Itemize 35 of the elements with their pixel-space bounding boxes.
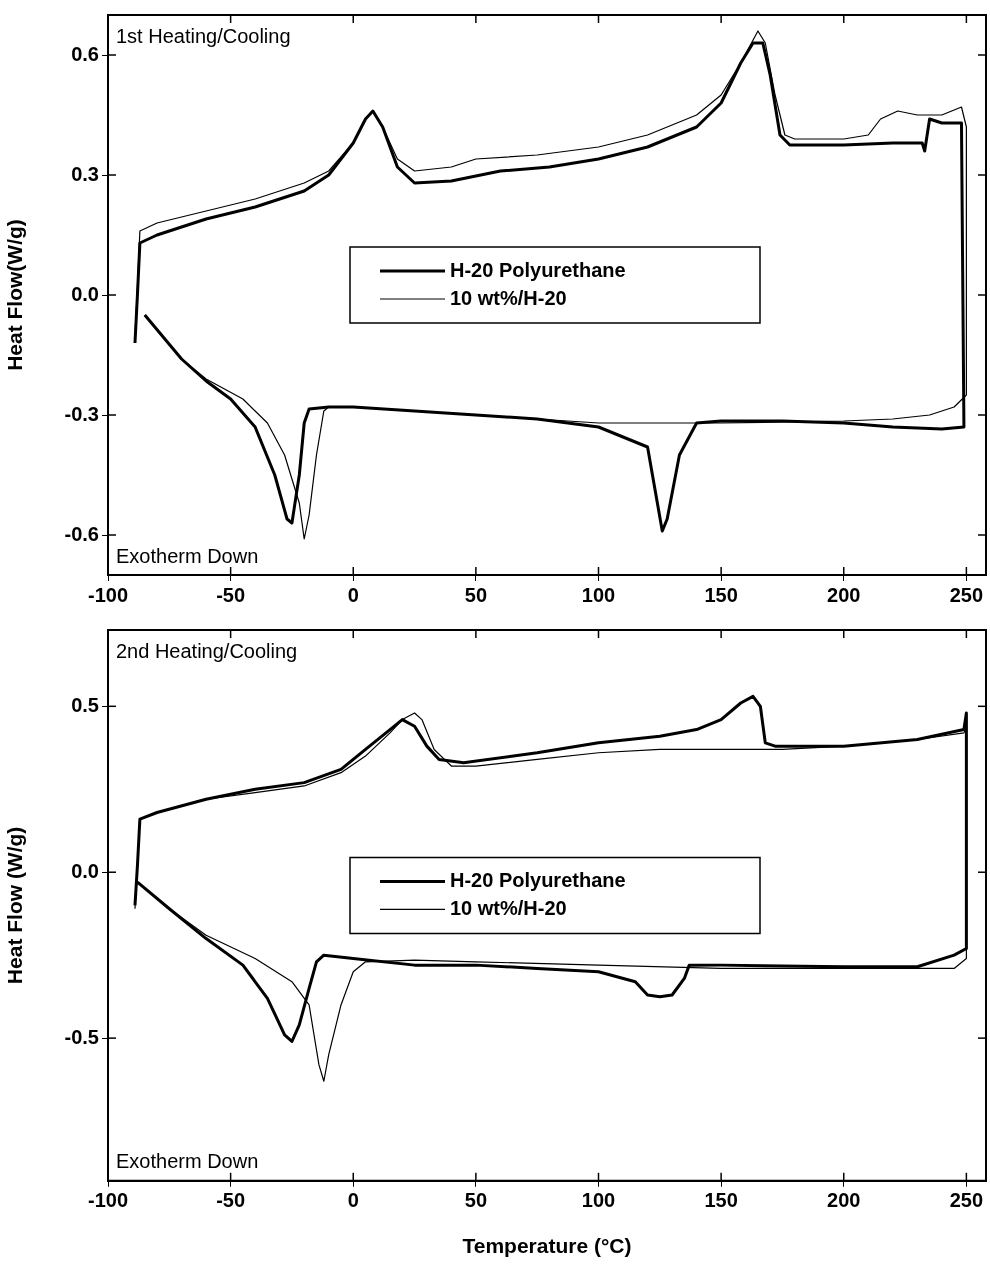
x-tick-label: 50 xyxy=(464,1189,487,1212)
y-tick-label: 0.0 xyxy=(71,859,99,882)
x-tick-label: -100 xyxy=(87,1189,129,1212)
y-tick-label: -0.6 xyxy=(64,522,99,545)
annotation: 2nd Heating/Cooling xyxy=(116,639,298,662)
x-tick-label: 150 xyxy=(704,1189,738,1212)
y-tick-label: 0.6 xyxy=(71,42,99,65)
x-tick-label: 100 xyxy=(581,583,616,606)
x-tick-label: -50 xyxy=(216,1189,246,1212)
legend-label: H-20 Polyurethane xyxy=(450,258,626,281)
y-tick-label: -0.3 xyxy=(64,402,99,425)
y-tick-label: 0.5 xyxy=(71,693,99,716)
y-tick-label: 0.3 xyxy=(71,162,99,185)
y-tick-label: 0.0 xyxy=(71,282,99,305)
x-axis-title: Temperature (°C) xyxy=(462,1234,632,1258)
x-tick-label: 0 xyxy=(347,1189,359,1212)
y-tick-label: -0.5 xyxy=(64,1025,99,1048)
x-tick-label: 100 xyxy=(581,1189,616,1212)
annotation: Exotherm Down xyxy=(116,544,259,567)
annotation: 1st Heating/Cooling xyxy=(116,24,291,47)
x-tick-label: 250 xyxy=(949,1189,984,1212)
x-tick-label: 200 xyxy=(827,583,861,606)
x-tick-label: 200 xyxy=(827,1189,861,1212)
legend-label: 10 wt%/H-20 xyxy=(450,896,567,919)
annotation: Exotherm Down xyxy=(116,1150,259,1173)
y-axis-title: Heat Flow (W/g) xyxy=(3,826,27,985)
x-tick-label: 150 xyxy=(704,583,738,606)
x-tick-label: 250 xyxy=(949,583,984,606)
y-axis-title: Heat Flow(W/g) xyxy=(3,219,27,371)
x-tick-label: 0 xyxy=(347,583,359,606)
legend-label: 10 wt%/H-20 xyxy=(450,286,567,309)
x-tick-label: -50 xyxy=(216,583,246,606)
x-tick-label: -100 xyxy=(87,583,129,606)
x-tick-label: 50 xyxy=(464,583,487,606)
legend-label: H-20 Polyurethane xyxy=(450,868,626,891)
